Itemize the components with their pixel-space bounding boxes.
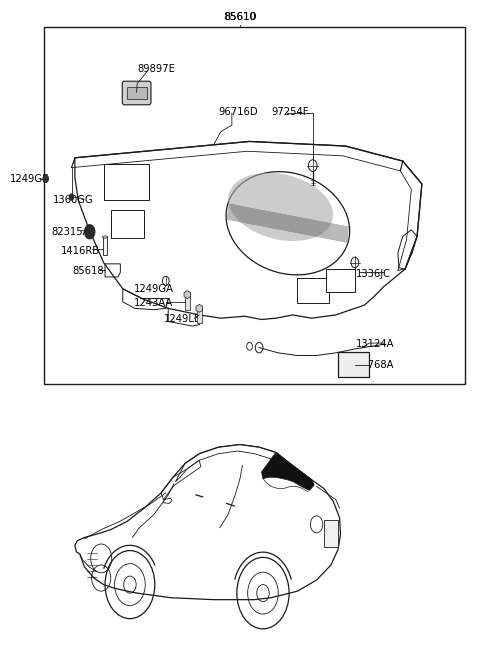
Text: 1243AA: 1243AA <box>134 298 173 308</box>
Polygon shape <box>184 291 191 298</box>
Text: 1249GA: 1249GA <box>134 284 174 294</box>
Ellipse shape <box>102 236 108 238</box>
Text: 1416RB: 1416RB <box>60 246 100 256</box>
Ellipse shape <box>228 173 333 241</box>
Text: 85610: 85610 <box>224 12 256 22</box>
FancyBboxPatch shape <box>122 81 151 105</box>
Text: 1249GE: 1249GE <box>10 174 49 184</box>
Bar <box>338 352 369 377</box>
Text: 1249LB: 1249LB <box>163 314 201 325</box>
Text: 96716D: 96716D <box>218 107 258 117</box>
Polygon shape <box>262 453 314 490</box>
Bar <box>103 237 107 255</box>
Bar <box>324 520 338 547</box>
Text: 1336JC: 1336JC <box>356 269 391 279</box>
Bar <box>111 210 144 237</box>
Text: 87768A: 87768A <box>356 360 395 371</box>
Bar <box>326 269 355 292</box>
Bar <box>104 165 149 200</box>
Bar <box>298 278 328 303</box>
Circle shape <box>69 194 74 200</box>
Bar <box>185 295 190 310</box>
Circle shape <box>43 174 48 182</box>
Bar <box>127 87 147 99</box>
Circle shape <box>84 224 95 239</box>
Polygon shape <box>196 304 203 312</box>
Text: 1360GG: 1360GG <box>52 195 93 205</box>
Text: 97254F: 97254F <box>271 107 309 117</box>
Text: 13124A: 13124A <box>356 339 395 350</box>
Text: 82315A: 82315A <box>51 227 89 237</box>
Text: 85610: 85610 <box>223 12 257 22</box>
Bar <box>197 309 202 323</box>
Bar <box>44 27 465 384</box>
Text: 85618: 85618 <box>72 266 104 276</box>
Text: 89897E: 89897E <box>137 64 175 74</box>
